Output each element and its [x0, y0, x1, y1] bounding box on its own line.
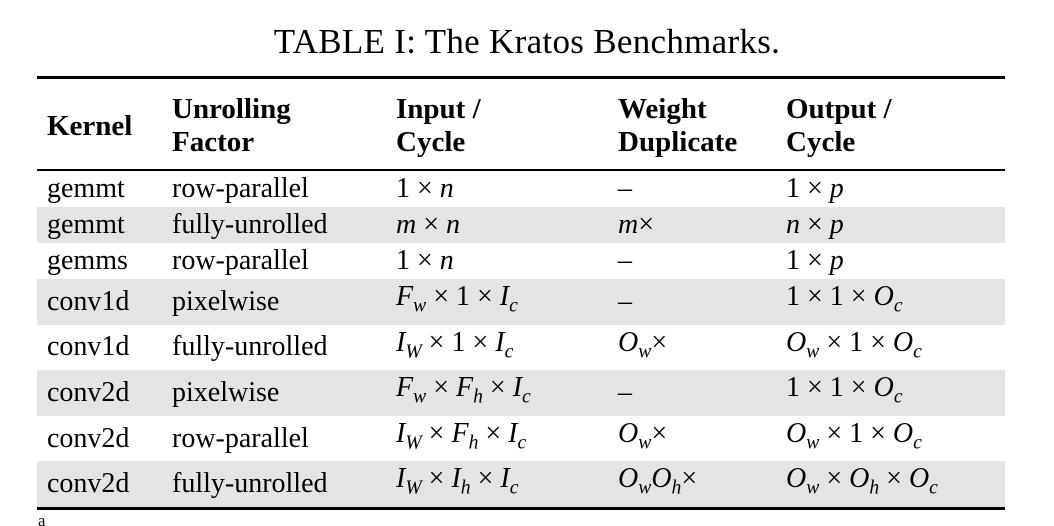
header-unrolling-factor: Unrolling Factor	[172, 93, 291, 158]
benchmark-table: Kernel Unrolling Factor Input / Cycle Weig…	[37, 76, 1005, 511]
cell-weight-duplicate: Ow×	[618, 326, 668, 363]
table-row: conv2d pixelwise Fw × Fh × Ic –1 × 1 × Oc	[37, 370, 1005, 416]
cell-output-cycle: 1 × 1 × Oc	[786, 279, 1005, 325]
benchmark-table-container: Kernel Unrolling Factor Input / Cycle Weig…	[37, 76, 1005, 511]
cell-output-cycle: Ow × 1 × Oc	[786, 326, 922, 363]
cell-weight-duplicate: –	[618, 279, 786, 325]
cell-kernel: conv1d	[37, 279, 172, 325]
cell-kernel: conv1d	[47, 331, 130, 363]
cell-weight-duplicate: m×	[618, 207, 786, 243]
cell-unrolling-factor: fully-unrolled	[172, 207, 396, 243]
cell-weight-duplicate: OwOh×	[618, 461, 786, 509]
cell-weight-duplicate: –	[618, 173, 632, 204]
cell-output-cycle: Ow × 1 × Oc	[786, 417, 922, 454]
header-output-cycle: Output / Cycle	[786, 93, 892, 158]
cell-input-cycle: Fw × 1 × Ic	[396, 279, 618, 325]
cell-input-cycle: 1 × n	[396, 245, 454, 276]
cell-unrolling-factor: row-parallel	[172, 422, 309, 454]
cell-output-cycle: 1 × p	[786, 245, 844, 276]
cell-input-cycle: IW × Ih × Ic	[396, 461, 618, 509]
cell-unrolling-factor: pixelwise	[172, 279, 396, 325]
cell-output-cycle: Ow × Oh × Oc	[786, 461, 1005, 509]
cell-output-cycle: 1 × p	[786, 173, 844, 204]
cell-kernel: conv2d	[37, 370, 172, 416]
header-kernel: Kernel	[47, 109, 133, 142]
cell-unrolling-factor: fully-unrolled	[172, 331, 328, 363]
cell-weight-duplicate: –	[618, 370, 786, 416]
cell-input-cycle: IW × 1 × Ic	[396, 326, 514, 363]
cell-unrolling-factor: pixelwise	[172, 370, 396, 416]
cell-unrolling-factor: row-parallel	[172, 245, 309, 276]
cell-unrolling-factor: fully-unrolled	[172, 461, 396, 509]
cell-kernel: conv2d	[47, 422, 130, 454]
cell-kernel: conv2d	[37, 461, 172, 509]
cell-input-cycle: 1 × n	[396, 173, 454, 204]
cell-kernel: gemmt	[37, 207, 172, 243]
table-row: conv2d fully-unrolled IW × Ih × Ic OwOh× Ow …	[37, 461, 1005, 509]
bottom-rule	[37, 507, 1005, 511]
table-caption: TABLE I: The Kratos Benchmarks.	[273, 22, 781, 61]
cell-kernel: gemmt	[47, 173, 125, 204]
table-row: gemms row-parallel 1 × n – 1 × p	[37, 243, 1005, 279]
table-row: conv2d row-parallel IW × Fh × Ic Ow× Ow × 1 …	[37, 416, 1005, 462]
cell-input-cycle: Fw × Fh × Ic	[396, 370, 618, 416]
table-body: gemmt row-parallel 1 × n –1 × p gemmt fully-u…	[37, 169, 1005, 511]
footnote-mark: a	[38, 515, 46, 526]
cell-output-cycle: 1 × 1 × Oc	[786, 370, 1005, 416]
table-row: gemmt fully-unrolled m × n m× n × p	[37, 207, 1005, 243]
table-row: gemmt row-parallel 1 × n – 1 × p	[37, 171, 1005, 207]
header-weight-duplicate: Weight Duplicate	[618, 93, 738, 158]
cell-input-cycle: IW × Fh × Ic	[396, 417, 527, 454]
table-row: conv1d fully-unrolled IW × 1 × Ic Ow× Ow × 1…	[37, 325, 1005, 371]
cell-weight-duplicate: Ow×	[618, 417, 668, 454]
cell-input-cycle: m × n	[396, 207, 618, 243]
header-input-cycle: Input / Cycle	[396, 93, 481, 158]
cell-weight-duplicate: –	[618, 245, 632, 276]
cell-kernel: gemms	[47, 245, 128, 276]
top-rule	[37, 76, 1005, 80]
cell-unrolling-factor: row-parallel	[172, 173, 309, 204]
table-row: conv1d pixelwise Fw × 1 × Ic –1 × 1 × Oc	[37, 279, 1005, 325]
cell-output-cycle: n × p	[786, 207, 1005, 243]
header-row: Kernel Unrolling Factor Input / Cycle Weig…	[37, 79, 1005, 170]
